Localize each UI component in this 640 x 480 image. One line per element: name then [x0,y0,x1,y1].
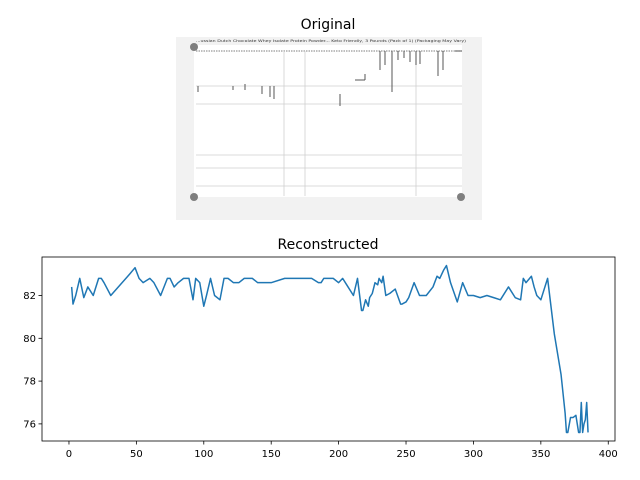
x-tick-label: 400 [599,449,618,460]
y-tick-label: 76 [23,419,36,430]
x-tick-label: 50 [130,449,143,460]
plot-frame [41,256,616,442]
original-image-marks [197,50,462,106]
x-tick-label: 150 [262,449,281,460]
original-image-corner-dot [190,193,198,201]
reconstructed-title: Reconstructed [278,237,379,253]
x-tick-label: 250 [396,449,415,460]
x-tick-label: 0 [66,449,72,460]
x-tick-label: 200 [329,449,348,460]
original-image-page [194,45,462,197]
series-line [70,264,589,434]
original-image-corner-dot [190,43,198,51]
x-tick-label: 300 [464,449,483,460]
x-tick-label: 100 [194,449,213,460]
original-title: Original [301,17,356,33]
original-image-corner-dot [457,193,465,201]
y-tick-label: 78 [23,377,36,388]
original-image-caption: ...ussian Dutch Chocolate Whey Isolate P… [196,39,467,43]
y-tick-label: 82 [23,291,36,302]
x-tick-label: 350 [531,449,550,460]
reconstructed-plot: 0 50 100 150 200 250 300 350 400 76 78 80 82 [23,256,618,460]
y-tick-label: 80 [23,334,36,345]
original-image: ...ussian Dutch Chocolate Whey Isolate P… [176,37,482,220]
